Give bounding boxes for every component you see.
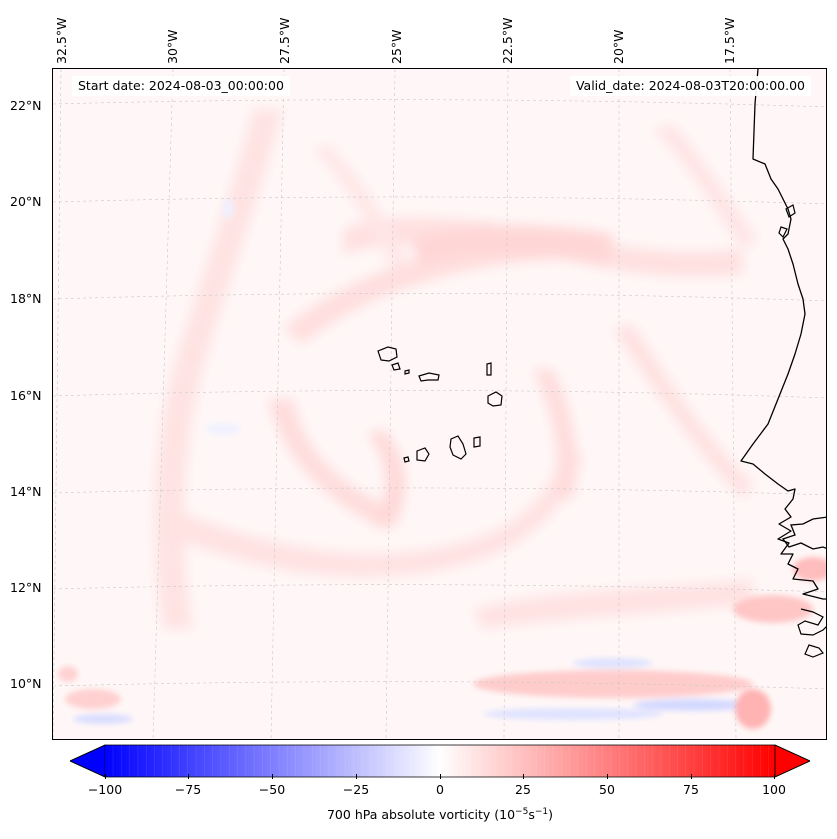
cb-tickmark-1 xyxy=(105,774,106,779)
cb-tickmark-6 xyxy=(523,774,524,779)
lat-label-14n: 14°N xyxy=(10,484,42,499)
valid-date-box: Valid_date: 2024-08-03T20:00:00.00 xyxy=(569,76,811,96)
cb-tick-label: −50 xyxy=(258,782,286,797)
lat-label-22n: 22°N xyxy=(10,98,42,113)
boa-vista-island xyxy=(487,391,503,407)
colorbar-label: 700 hPa absolute vorticity (10−5s−1) xyxy=(0,807,837,822)
colorbar-label-unit: s xyxy=(528,807,535,823)
cb-tick-label: −75 xyxy=(174,782,202,797)
southern-vorticity-bands xyxy=(58,199,826,729)
bijagos-islands xyxy=(797,608,826,658)
cb-tickmark-2 xyxy=(188,774,189,779)
cb-tick-label: 50 xyxy=(599,782,615,797)
lon-label-20w: 20°W xyxy=(611,29,626,64)
cb-tickmark-5 xyxy=(440,774,441,779)
cb-tickmark-9 xyxy=(774,774,775,779)
vorticity-map xyxy=(53,69,826,739)
lon-label-27-5w: 27.5°W xyxy=(277,17,292,64)
santa-luzia-island xyxy=(404,369,410,375)
cb-tick-label: 100 xyxy=(762,782,786,797)
cb-tickmark-4 xyxy=(356,774,357,779)
sao-vicente-island xyxy=(391,362,401,371)
santo-antao-island xyxy=(377,346,398,362)
colorbar xyxy=(69,744,811,778)
lat-label-18n: 18°N xyxy=(10,291,42,306)
colorbar-label-exponent-1: −5 xyxy=(515,807,529,817)
map-panel[interactable] xyxy=(52,68,827,740)
cb-tick-label: 0 xyxy=(436,782,444,797)
start-date-box: Start date: 2024-08-03_00:00:00 xyxy=(72,76,290,96)
brava-island xyxy=(403,456,410,463)
colorbar-right-extend xyxy=(774,744,811,778)
vorticity-field xyxy=(154,109,758,629)
colorbar-left-extend xyxy=(69,744,106,778)
colorbar-label-suffix: ) xyxy=(548,807,553,823)
cape-verde-islands xyxy=(377,346,503,463)
lat-label-16n: 16°N xyxy=(10,388,42,403)
colorbar-label-exponent-2: −1 xyxy=(534,807,549,817)
dakar-peninsula xyxy=(778,204,796,239)
cb-tick-label: −25 xyxy=(342,782,370,797)
cb-tickmark-7 xyxy=(607,774,608,779)
lon-label-17-5w: 17.5°W xyxy=(722,17,737,64)
lon-label-32-5w: 32.5°W xyxy=(54,17,69,64)
sao-nicolau-island xyxy=(418,372,440,382)
colorbar-label-prefix: 700 hPa absolute vorticity (10 xyxy=(326,807,516,823)
lon-label-30w: 30°W xyxy=(165,29,180,64)
cb-tick-label: 25 xyxy=(515,782,531,797)
lat-label-20n: 20°N xyxy=(10,194,42,209)
maio-island xyxy=(473,436,481,448)
lon-label-22-5w: 22.5°W xyxy=(500,17,515,64)
lat-label-10n: 10°N xyxy=(10,676,42,691)
lat-label-12n: 12°N xyxy=(10,580,42,595)
lon-label-25w: 25°W xyxy=(389,29,404,64)
guinea-bissau-coast xyxy=(781,516,826,550)
cb-tick-label: 75 xyxy=(683,782,699,797)
fogo-island xyxy=(416,447,430,462)
cb-tickmark-8 xyxy=(691,774,692,779)
cb-tickmark-3 xyxy=(272,774,273,779)
santiago-island xyxy=(449,435,467,460)
sal-island xyxy=(486,362,492,376)
gridlines xyxy=(53,69,826,739)
cb-tick-label: −100 xyxy=(87,782,123,797)
africa-coastline xyxy=(740,69,826,600)
